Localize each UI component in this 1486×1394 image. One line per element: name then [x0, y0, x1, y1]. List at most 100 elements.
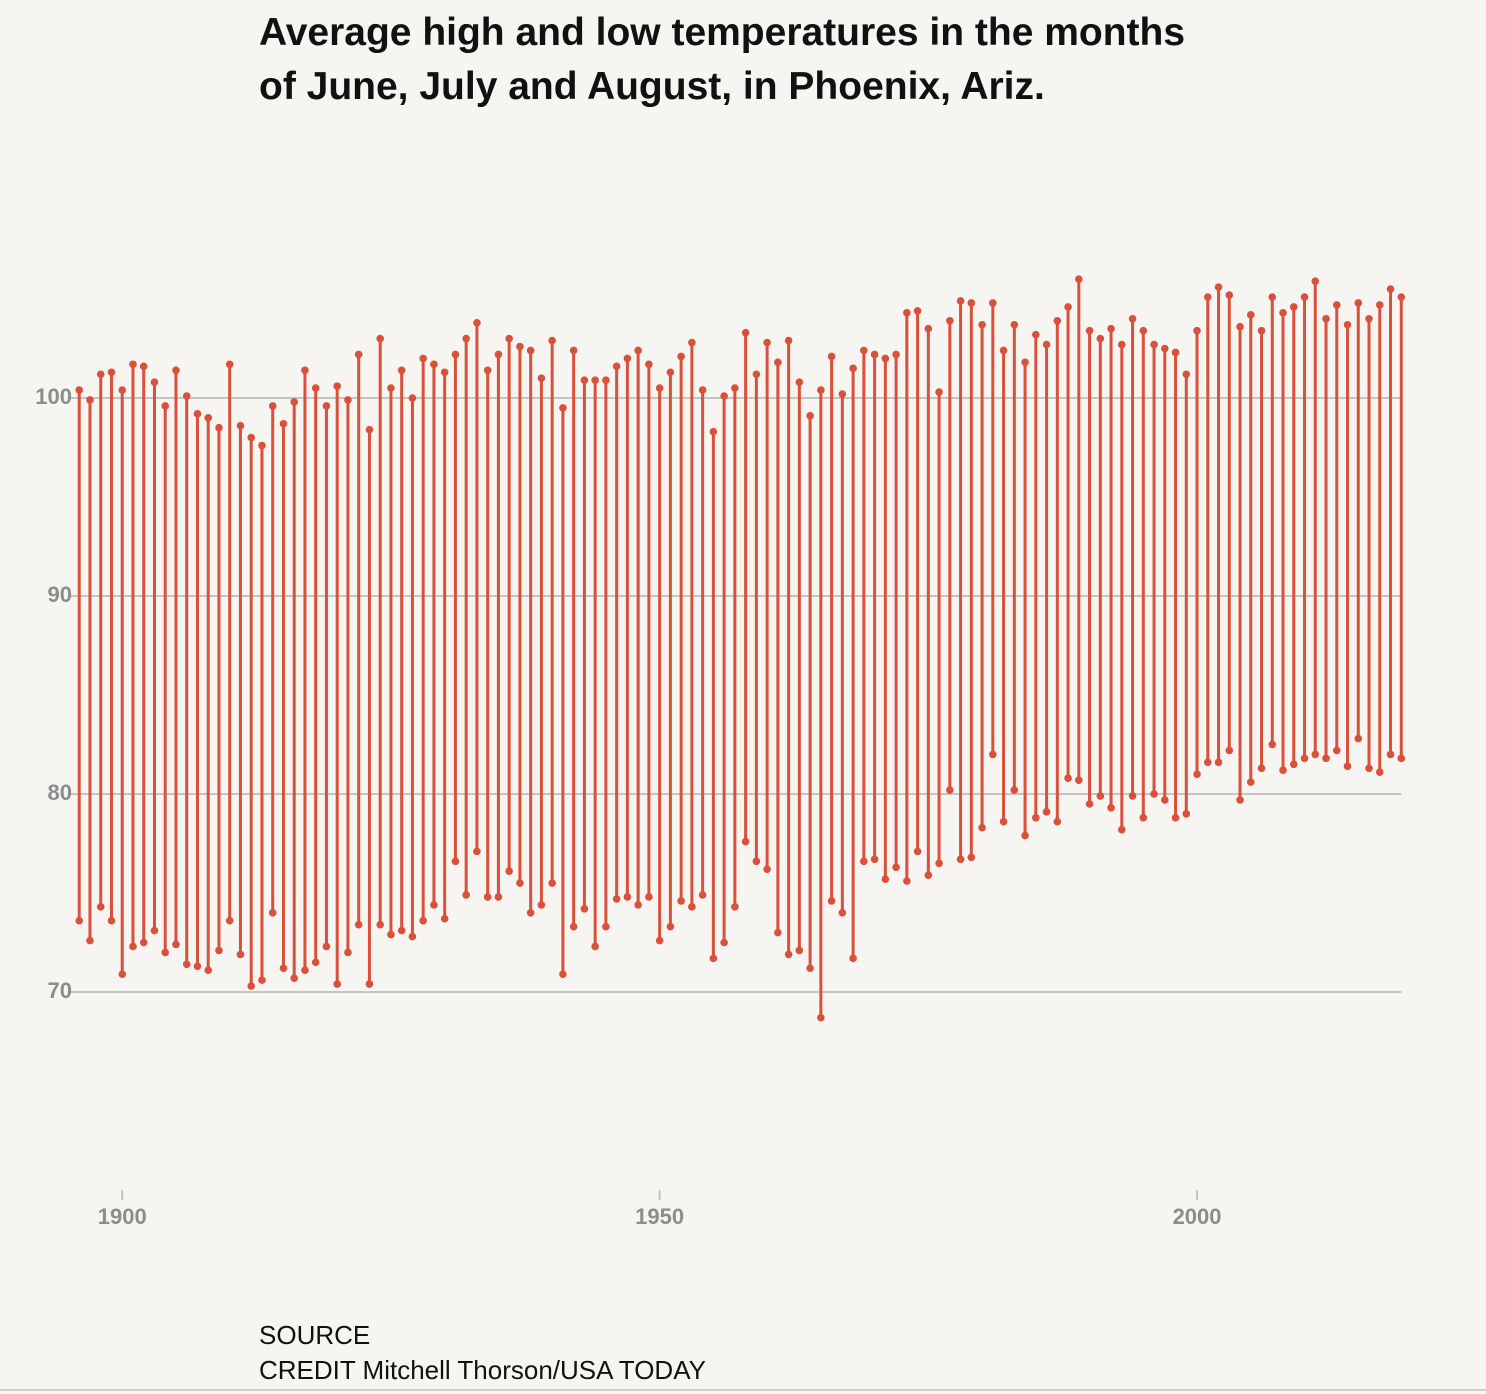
high-dot	[516, 342, 524, 351]
high-dot	[86, 396, 94, 404]
low-dot	[1107, 804, 1115, 812]
low-dot	[870, 855, 879, 864]
low-dot	[505, 867, 513, 876]
low-dot	[634, 901, 642, 909]
low-dot	[1075, 776, 1083, 784]
low-dot	[709, 954, 718, 963]
high-dot	[645, 360, 653, 369]
x-tick-label: 1950	[635, 1204, 684, 1229]
low-dot	[322, 942, 331, 951]
high-dot	[526, 346, 535, 355]
low-dot	[129, 942, 137, 951]
low-dot	[602, 922, 610, 931]
low-dot	[612, 895, 621, 903]
low-dot	[451, 857, 460, 866]
low-dot	[290, 974, 299, 982]
high-dot	[204, 414, 213, 422]
low-dot	[1032, 813, 1040, 822]
low-dot	[591, 942, 599, 951]
high-dot	[365, 425, 374, 434]
high-dot	[1354, 299, 1363, 307]
high-dot	[1375, 301, 1384, 309]
low-dot	[139, 938, 148, 947]
high-dot	[1042, 340, 1051, 349]
high-dot	[1161, 344, 1169, 353]
high-dot	[1311, 277, 1320, 285]
high-dot	[1203, 293, 1212, 301]
high-dot	[215, 423, 223, 432]
low-dot	[225, 916, 234, 925]
high-dot	[247, 433, 256, 442]
low-dot	[1354, 734, 1363, 743]
low-dot	[1139, 813, 1148, 822]
low-dot	[548, 879, 556, 887]
high-dot	[1118, 340, 1126, 349]
low-dot	[333, 980, 341, 988]
high-dot	[1085, 326, 1094, 335]
high-dot	[290, 398, 299, 406]
high-dot	[1397, 293, 1406, 301]
high-dot	[483, 366, 492, 375]
low-dot	[1118, 825, 1126, 834]
low-dot	[838, 909, 847, 917]
high-dot	[1182, 370, 1191, 379]
low-dot	[387, 930, 395, 939]
low-dot	[204, 966, 213, 975]
high-dot	[96, 370, 105, 379]
high-dot	[698, 386, 707, 394]
low-dot	[1279, 766, 1287, 775]
low-dot	[978, 823, 986, 832]
low-dot	[1064, 774, 1072, 782]
high-dot	[1343, 320, 1352, 329]
high-dot	[172, 366, 180, 375]
high-dot	[1128, 315, 1137, 323]
low-dot	[75, 916, 84, 925]
low-dot	[677, 897, 685, 905]
low-dot	[1300, 754, 1309, 763]
low-dot	[569, 922, 578, 931]
high-dot	[935, 388, 943, 396]
low-dot	[924, 871, 933, 879]
high-dot	[688, 338, 696, 347]
high-dot	[118, 386, 127, 394]
low-dot	[1171, 813, 1180, 822]
low-dot	[1365, 764, 1373, 773]
low-dot	[956, 855, 965, 864]
high-dot	[774, 358, 782, 367]
high-dot	[419, 354, 427, 363]
low-dot	[741, 837, 750, 846]
high-dot	[1332, 301, 1341, 309]
high-dot	[1386, 285, 1395, 293]
chart-title: Average high and low temperatures in the…	[259, 11, 1186, 108]
high-dot	[849, 364, 857, 373]
low-dot	[1085, 800, 1094, 808]
low-dot	[182, 960, 191, 969]
high-dot	[612, 362, 621, 371]
low-dot	[150, 926, 159, 935]
low-dot	[999, 817, 1008, 826]
high-dot	[1010, 320, 1019, 329]
high-dot	[1279, 309, 1287, 317]
high-dot	[1107, 324, 1115, 333]
high-dot	[1064, 303, 1072, 311]
low-dot	[247, 982, 256, 990]
low-dot	[849, 954, 857, 963]
low-dot	[268, 909, 277, 917]
high-dot	[354, 350, 363, 359]
low-dot	[1289, 760, 1298, 769]
high-dot	[1096, 334, 1105, 343]
x-tick-label: 2000	[1173, 1204, 1222, 1229]
low-dot	[817, 1013, 825, 1022]
low-dot	[430, 901, 438, 909]
high-dot	[258, 441, 266, 450]
high-dot	[666, 368, 675, 377]
high-dot	[1246, 311, 1255, 319]
high-dot	[634, 346, 642, 355]
high-dot	[591, 376, 599, 384]
low-dot	[537, 901, 546, 909]
low-dot	[946, 786, 954, 794]
low-dot	[1397, 754, 1406, 763]
low-dot	[989, 750, 997, 759]
low-dot	[1021, 831, 1029, 840]
low-dot	[784, 950, 793, 959]
